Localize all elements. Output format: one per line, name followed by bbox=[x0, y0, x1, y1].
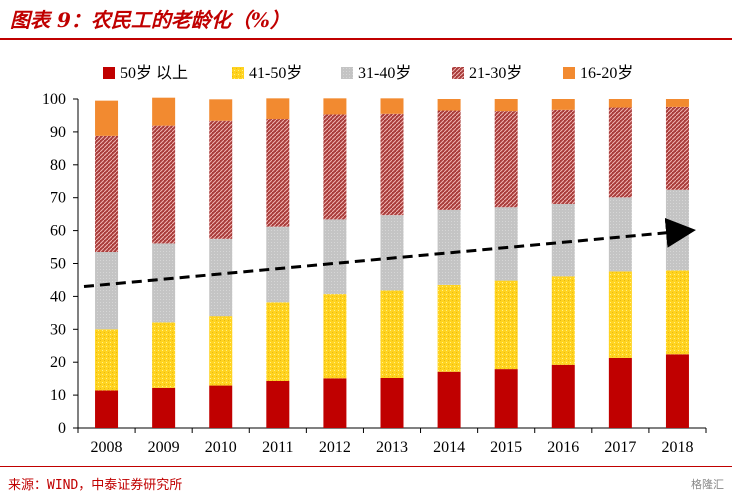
y-tick-label: 60 bbox=[50, 223, 66, 240]
legend-swatch bbox=[341, 67, 353, 79]
bar-segment bbox=[266, 380, 290, 428]
trend-arrow-line bbox=[83, 217, 696, 289]
bar-segment bbox=[323, 98, 347, 115]
x-tick-label: 2017 bbox=[604, 439, 636, 456]
bar-segment bbox=[266, 302, 290, 381]
bar-segment bbox=[665, 106, 689, 190]
y-tick-label: 80 bbox=[50, 157, 66, 174]
bar-segment bbox=[608, 271, 632, 358]
bar-segment bbox=[608, 357, 632, 428]
bar-segment bbox=[95, 251, 119, 330]
bar-segment bbox=[266, 98, 290, 120]
bar-segment bbox=[665, 354, 689, 428]
x-tick-label: 2016 bbox=[547, 439, 579, 456]
bar-segment bbox=[608, 99, 632, 108]
legend-swatch bbox=[232, 67, 244, 79]
x-tick-label: 2011 bbox=[262, 439, 293, 456]
bar-segment bbox=[209, 238, 233, 317]
y-tick-label: 50 bbox=[50, 256, 66, 273]
x-tick-label: 2009 bbox=[148, 439, 180, 456]
bar-segment bbox=[437, 284, 461, 372]
y-tick-label: 20 bbox=[50, 354, 66, 371]
legend-label: 31-40岁 bbox=[358, 64, 411, 82]
bar-segment bbox=[95, 329, 119, 391]
bar-segment bbox=[152, 387, 176, 428]
title-divider bbox=[0, 38, 732, 40]
bar-segment bbox=[380, 215, 404, 291]
bar-segment bbox=[551, 99, 575, 110]
bar-segment bbox=[209, 385, 233, 428]
bar-segment bbox=[494, 280, 518, 370]
bar-segment bbox=[323, 114, 347, 220]
source-note: 来源：WIND，中泰证券研究所 bbox=[8, 478, 183, 493]
bar-segment bbox=[437, 209, 461, 285]
bar-segment bbox=[551, 109, 575, 204]
legend-swatch bbox=[563, 67, 575, 79]
bar-segment bbox=[551, 364, 575, 428]
bar-segment bbox=[152, 125, 176, 244]
x-tick-label: 2018 bbox=[661, 439, 693, 456]
bar-segment bbox=[494, 111, 518, 208]
bar-segment bbox=[95, 100, 119, 136]
y-tick-label: 70 bbox=[50, 190, 66, 207]
bar-segment bbox=[209, 120, 233, 239]
x-tick-label: 2008 bbox=[91, 439, 123, 456]
legend-label: 50岁 以上 bbox=[120, 64, 188, 82]
legend-label: 21-30岁 bbox=[469, 64, 522, 82]
bar-segment bbox=[380, 377, 404, 428]
y-tick-label: 40 bbox=[50, 288, 66, 305]
bar-segment bbox=[266, 119, 290, 227]
bar-segment bbox=[323, 294, 347, 379]
bar-segment bbox=[665, 99, 689, 107]
watermark: 格隆汇 bbox=[691, 478, 724, 491]
bar-segment bbox=[665, 270, 689, 355]
tick-labels: 0 10 20 30 40 50 60 70 80 90 100 2008 2009 2010 2011 20… bbox=[42, 91, 693, 456]
footer-divider bbox=[0, 466, 732, 467]
bar-segment bbox=[551, 203, 575, 277]
bar-segment bbox=[95, 390, 119, 428]
y-tick-label: 100 bbox=[42, 91, 66, 108]
bar-segment bbox=[95, 135, 119, 252]
x-tick-label: 2014 bbox=[433, 439, 465, 456]
legend-label: 41-50岁 bbox=[249, 64, 302, 82]
legend: 50岁 以上 41-50岁 31-40岁 21-30岁 16-20岁 bbox=[103, 64, 633, 82]
bar-segment bbox=[494, 207, 518, 281]
y-tick-label: 90 bbox=[50, 124, 66, 141]
bar-segment bbox=[209, 99, 233, 121]
bar-segment bbox=[608, 107, 632, 198]
y-tick-label: 0 bbox=[58, 420, 66, 437]
bar-segment bbox=[323, 219, 347, 295]
bar-segment bbox=[437, 371, 461, 428]
bar-segment bbox=[494, 369, 518, 428]
trend-arrow bbox=[83, 217, 696, 289]
x-tick-label: 2015 bbox=[490, 439, 522, 456]
bar-segment bbox=[266, 226, 290, 303]
bar-segment bbox=[608, 197, 632, 272]
legend-swatch bbox=[452, 67, 464, 79]
x-tick-label: 2013 bbox=[376, 439, 408, 456]
bar-segment bbox=[380, 98, 404, 114]
bar-segment bbox=[494, 99, 518, 112]
x-tick-label: 2012 bbox=[319, 439, 351, 456]
bar-segment bbox=[380, 113, 404, 216]
y-tick-label: 10 bbox=[50, 387, 66, 404]
bar-segment bbox=[437, 110, 461, 210]
chart-title: 图表 9：农民工的老龄化（%） bbox=[10, 8, 290, 32]
y-tick-label: 30 bbox=[50, 321, 66, 338]
legend-swatch bbox=[103, 67, 115, 79]
bar-segment bbox=[152, 243, 176, 323]
bar-segment bbox=[551, 276, 575, 365]
bar-segment bbox=[152, 97, 176, 126]
bars bbox=[95, 97, 689, 428]
bar-segment bbox=[323, 378, 347, 428]
bar-segment bbox=[152, 322, 176, 388]
bar-segment bbox=[380, 290, 404, 378]
bar-segment bbox=[665, 189, 689, 271]
stacked-bar-chart: 50岁 以上 41-50岁 31-40岁 21-30岁 16-20岁 0 10 20 30 40… bbox=[42, 64, 707, 456]
bar-segment bbox=[437, 99, 461, 111]
legend-label: 16-20岁 bbox=[580, 64, 633, 82]
bar-segment bbox=[209, 316, 233, 386]
x-tick-label: 2010 bbox=[205, 439, 237, 456]
